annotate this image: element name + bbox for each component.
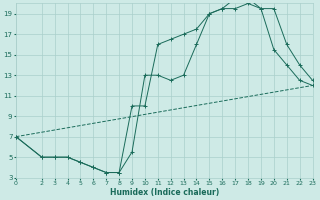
X-axis label: Humidex (Indice chaleur): Humidex (Indice chaleur) <box>110 188 219 197</box>
